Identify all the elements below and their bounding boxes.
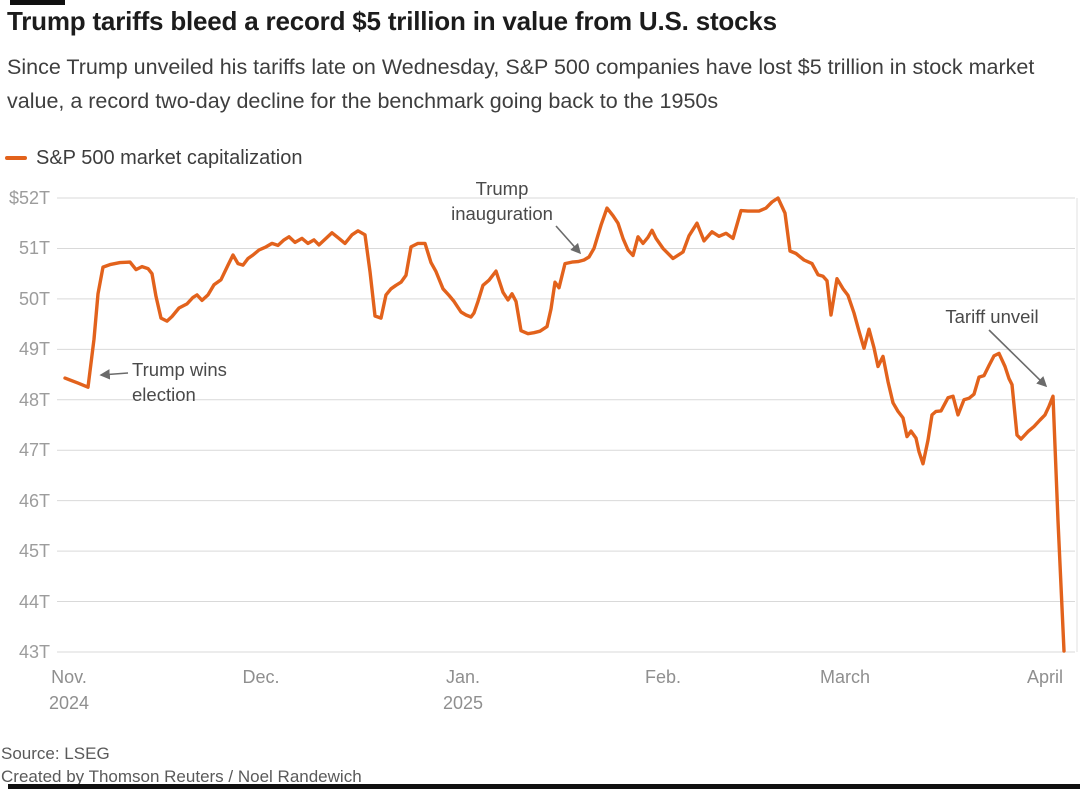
annotation-tariff-unveil: Tariff unveil <box>945 306 1039 327</box>
y-tick-label-50T: 50T <box>18 288 50 309</box>
y-tick-label-48T: 48T <box>18 389 50 410</box>
x-tick-label-march: March <box>819 667 871 687</box>
annotation-arrows-layer <box>99 225 1048 388</box>
source-note: Source: LSEG <box>1 744 110 763</box>
y-tick-label-47T: 47T <box>18 440 50 461</box>
screenshot-crop-artifact-top <box>10 0 65 5</box>
annotation-arrow-trump-inauguration <box>555 225 582 255</box>
y-tick-label-44T: 44T <box>18 591 50 612</box>
screenshot-crop-artifact-bottom <box>8 784 1080 789</box>
annotation-trump-inauguration: Trump inauguration <box>451 178 553 224</box>
gridlines-layer <box>57 197 1078 653</box>
y-tick-label-49T: 49T <box>18 339 50 360</box>
y-tick-label-45T: 45T <box>18 541 50 562</box>
x-tick-label-april: April <box>1026 667 1064 687</box>
y-tick-label-52T: $52T <box>8 188 50 208</box>
x-tick-label-jan: Jan. 2025 <box>442 667 484 713</box>
credit-note: Created by Thomson Reuters / Noel Randew… <box>1 767 362 786</box>
legend-label: S&P 500 market capitalization <box>36 146 303 169</box>
y-tick-label-51T: 51T <box>18 238 50 259</box>
chart-subtitle: Since Trump unveiled his tariffs late on… <box>7 55 1035 113</box>
y-tick-label-43T: 43T <box>18 642 50 662</box>
legend: S&P 500 market capitalization <box>5 146 302 170</box>
annotation-arrow-tariff-unveil <box>988 329 1048 388</box>
x-tick-label-nov: Nov. 2024 <box>48 667 90 713</box>
series-line-sp500-market-cap <box>63 196 1066 653</box>
chart-title: Trump tariffs bleed a record $5 trillion… <box>7 6 777 36</box>
annotation-trump-wins-election: Trump wins election <box>132 359 227 405</box>
series-layer <box>63 196 1066 653</box>
legend-line-swatch <box>5 156 27 160</box>
annotation-arrow-trump-wins-election <box>99 369 129 380</box>
x-tick-label-dec: Dec. <box>242 667 280 687</box>
x-tick-label-feb: Feb. <box>644 667 682 687</box>
y-tick-label-46T: 46T <box>18 490 50 511</box>
